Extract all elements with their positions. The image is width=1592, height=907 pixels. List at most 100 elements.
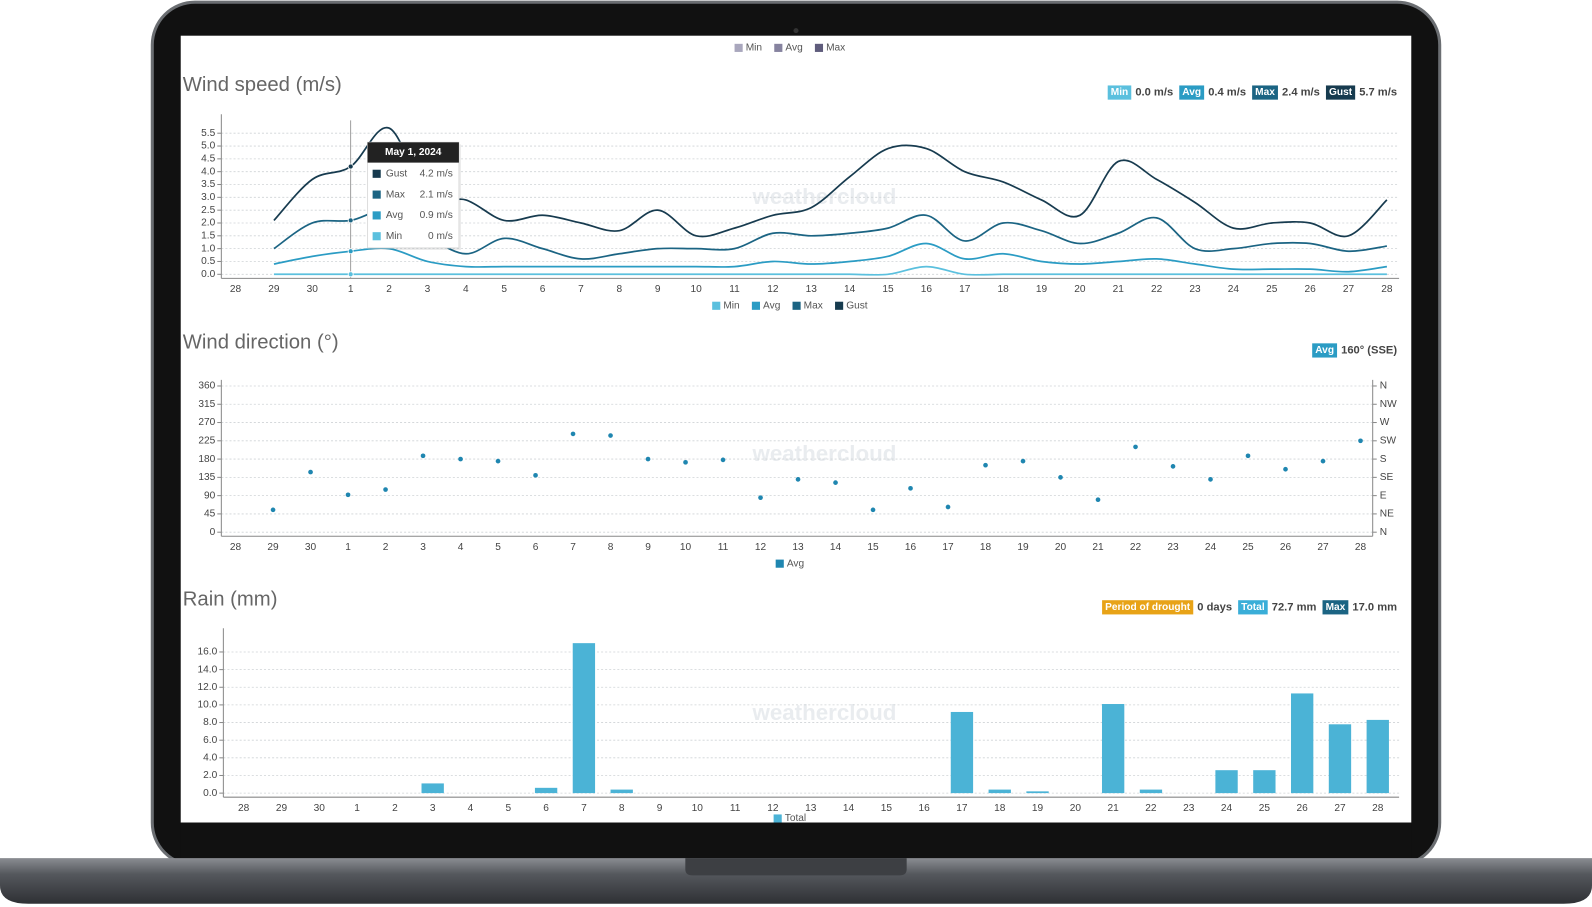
scatter-point: [683, 459, 688, 465]
y-tick-label: 4.0: [203, 753, 217, 764]
legend-label: Avg: [787, 558, 804, 569]
stat-badge: [1312, 343, 1338, 358]
y-tick-label: 180: [198, 454, 215, 465]
tooltip-value: 2.1 m/s: [420, 189, 453, 200]
scatter-point: [1283, 466, 1288, 472]
stat-badge: [1322, 600, 1349, 615]
x-tick-label: 20: [1070, 803, 1082, 814]
x-tick-label: 17: [942, 542, 954, 553]
x-tick-label: 19: [1032, 803, 1044, 814]
legend-label: Total: [785, 813, 806, 824]
legend-label: Max: [826, 43, 845, 54]
scatter-point: [458, 456, 463, 462]
y-tick-label: 1.5: [201, 231, 215, 242]
y-tick-label: 4.0: [201, 166, 215, 177]
scatter-point: [345, 492, 351, 498]
x-tick-label: 15: [867, 542, 879, 553]
tooltip-value: 0.9 m/s: [420, 210, 453, 221]
x-tick-label: 26: [1305, 284, 1317, 295]
stat-value: 17.0 mm: [1352, 601, 1397, 613]
scatter-point: [908, 485, 913, 491]
legend-label: Max: [804, 300, 823, 311]
x-tick-label: 12: [755, 542, 767, 553]
stat-badge: [1179, 85, 1205, 100]
legend-swatch: [835, 301, 844, 310]
scatter-point: [758, 495, 763, 501]
x-tick-label: 21: [1113, 284, 1125, 295]
x-tick-label: 4: [458, 542, 464, 553]
bar: [1026, 791, 1049, 794]
x-tick-label: 29: [267, 542, 279, 553]
legend-swatch: [792, 301, 801, 310]
x-tick-label: 23: [1183, 803, 1195, 814]
scatter-point: [833, 480, 838, 485]
x-tick-label: 6: [540, 284, 546, 295]
y2-tick-label: SE: [1380, 472, 1394, 483]
bar: [610, 789, 633, 794]
scatter-point: [945, 504, 951, 510]
x-tick-label: 18: [994, 803, 1006, 814]
x-tick-label: 24: [1221, 803, 1233, 814]
x-tick-label: 3: [425, 284, 431, 295]
x-tick-label: 20: [1074, 284, 1086, 295]
x-tick-label: 2: [386, 284, 392, 295]
stat-badge: [1107, 85, 1132, 100]
legend-label: Min: [723, 300, 739, 311]
stat-label: Max: [1255, 87, 1275, 98]
bar: [1253, 770, 1276, 794]
hover-dot: [347, 248, 354, 255]
y-tick-label: 5.0: [201, 141, 215, 152]
stat-value: 0.0 m/s: [1135, 87, 1173, 99]
stat-value: 160° (SSE): [1341, 344, 1397, 356]
y-tick-label: 4.5: [201, 154, 215, 165]
stat-badge: [1102, 600, 1194, 615]
x-tick-label: 6: [543, 803, 549, 814]
x-tick-label: 18: [997, 284, 1009, 295]
x-tick-label: 21: [1108, 803, 1120, 814]
x-tick-label: 26: [1297, 803, 1309, 814]
x-tick-label: 25: [1242, 542, 1254, 553]
y-tick-label: 6.0: [203, 735, 217, 746]
bar: [1290, 693, 1314, 794]
legend-swatch: [775, 559, 784, 568]
bar: [988, 789, 1011, 794]
y-tick-label: 135: [198, 472, 215, 483]
scatter-point: [383, 487, 388, 492]
tooltip-title: May 1, 2024: [385, 147, 442, 158]
scatter-point: [570, 431, 576, 437]
x-tick-label: 8: [617, 284, 623, 295]
camera: [793, 28, 799, 34]
bezel-bottom: [180, 822, 1412, 860]
scatter-point: [608, 433, 613, 438]
scatter-point: [1133, 444, 1138, 450]
y-tick-label: 315: [198, 399, 215, 410]
x-tick-label: 28: [238, 803, 250, 814]
y-tick-label: 225: [198, 435, 215, 446]
x-tick-label: 11: [718, 542, 729, 553]
bar: [1139, 789, 1163, 794]
line-series: [273, 208, 1388, 260]
y2-tick-label: N: [1380, 527, 1387, 538]
x-tick-label: 23: [1189, 284, 1201, 295]
x-tick-label: 3: [430, 803, 436, 814]
laptop-base: [0, 858, 1592, 904]
y-tick-label: 2.0: [201, 218, 215, 229]
x-tick-label: 9: [645, 542, 651, 553]
legend-swatch: [773, 814, 782, 823]
x-tick-label: 23: [1167, 542, 1179, 553]
scatter-point: [983, 462, 988, 468]
stat-badge: [1238, 600, 1268, 615]
chart-title: Rain (mm): [183, 589, 278, 611]
x-tick-label: 16: [921, 284, 933, 295]
tooltip-header: [367, 142, 459, 163]
x-tick-label: 26: [1280, 542, 1292, 553]
bar: [534, 787, 558, 794]
legend: Avg: [775, 558, 804, 569]
y2-tick-label: NW: [1380, 399, 1397, 410]
x-tick-label: 4: [468, 803, 474, 814]
scatter-point: [1020, 458, 1026, 464]
stat-value: 2.4 m/s: [1282, 87, 1320, 99]
bar: [572, 643, 596, 794]
x-tick-label: 14: [830, 542, 842, 553]
